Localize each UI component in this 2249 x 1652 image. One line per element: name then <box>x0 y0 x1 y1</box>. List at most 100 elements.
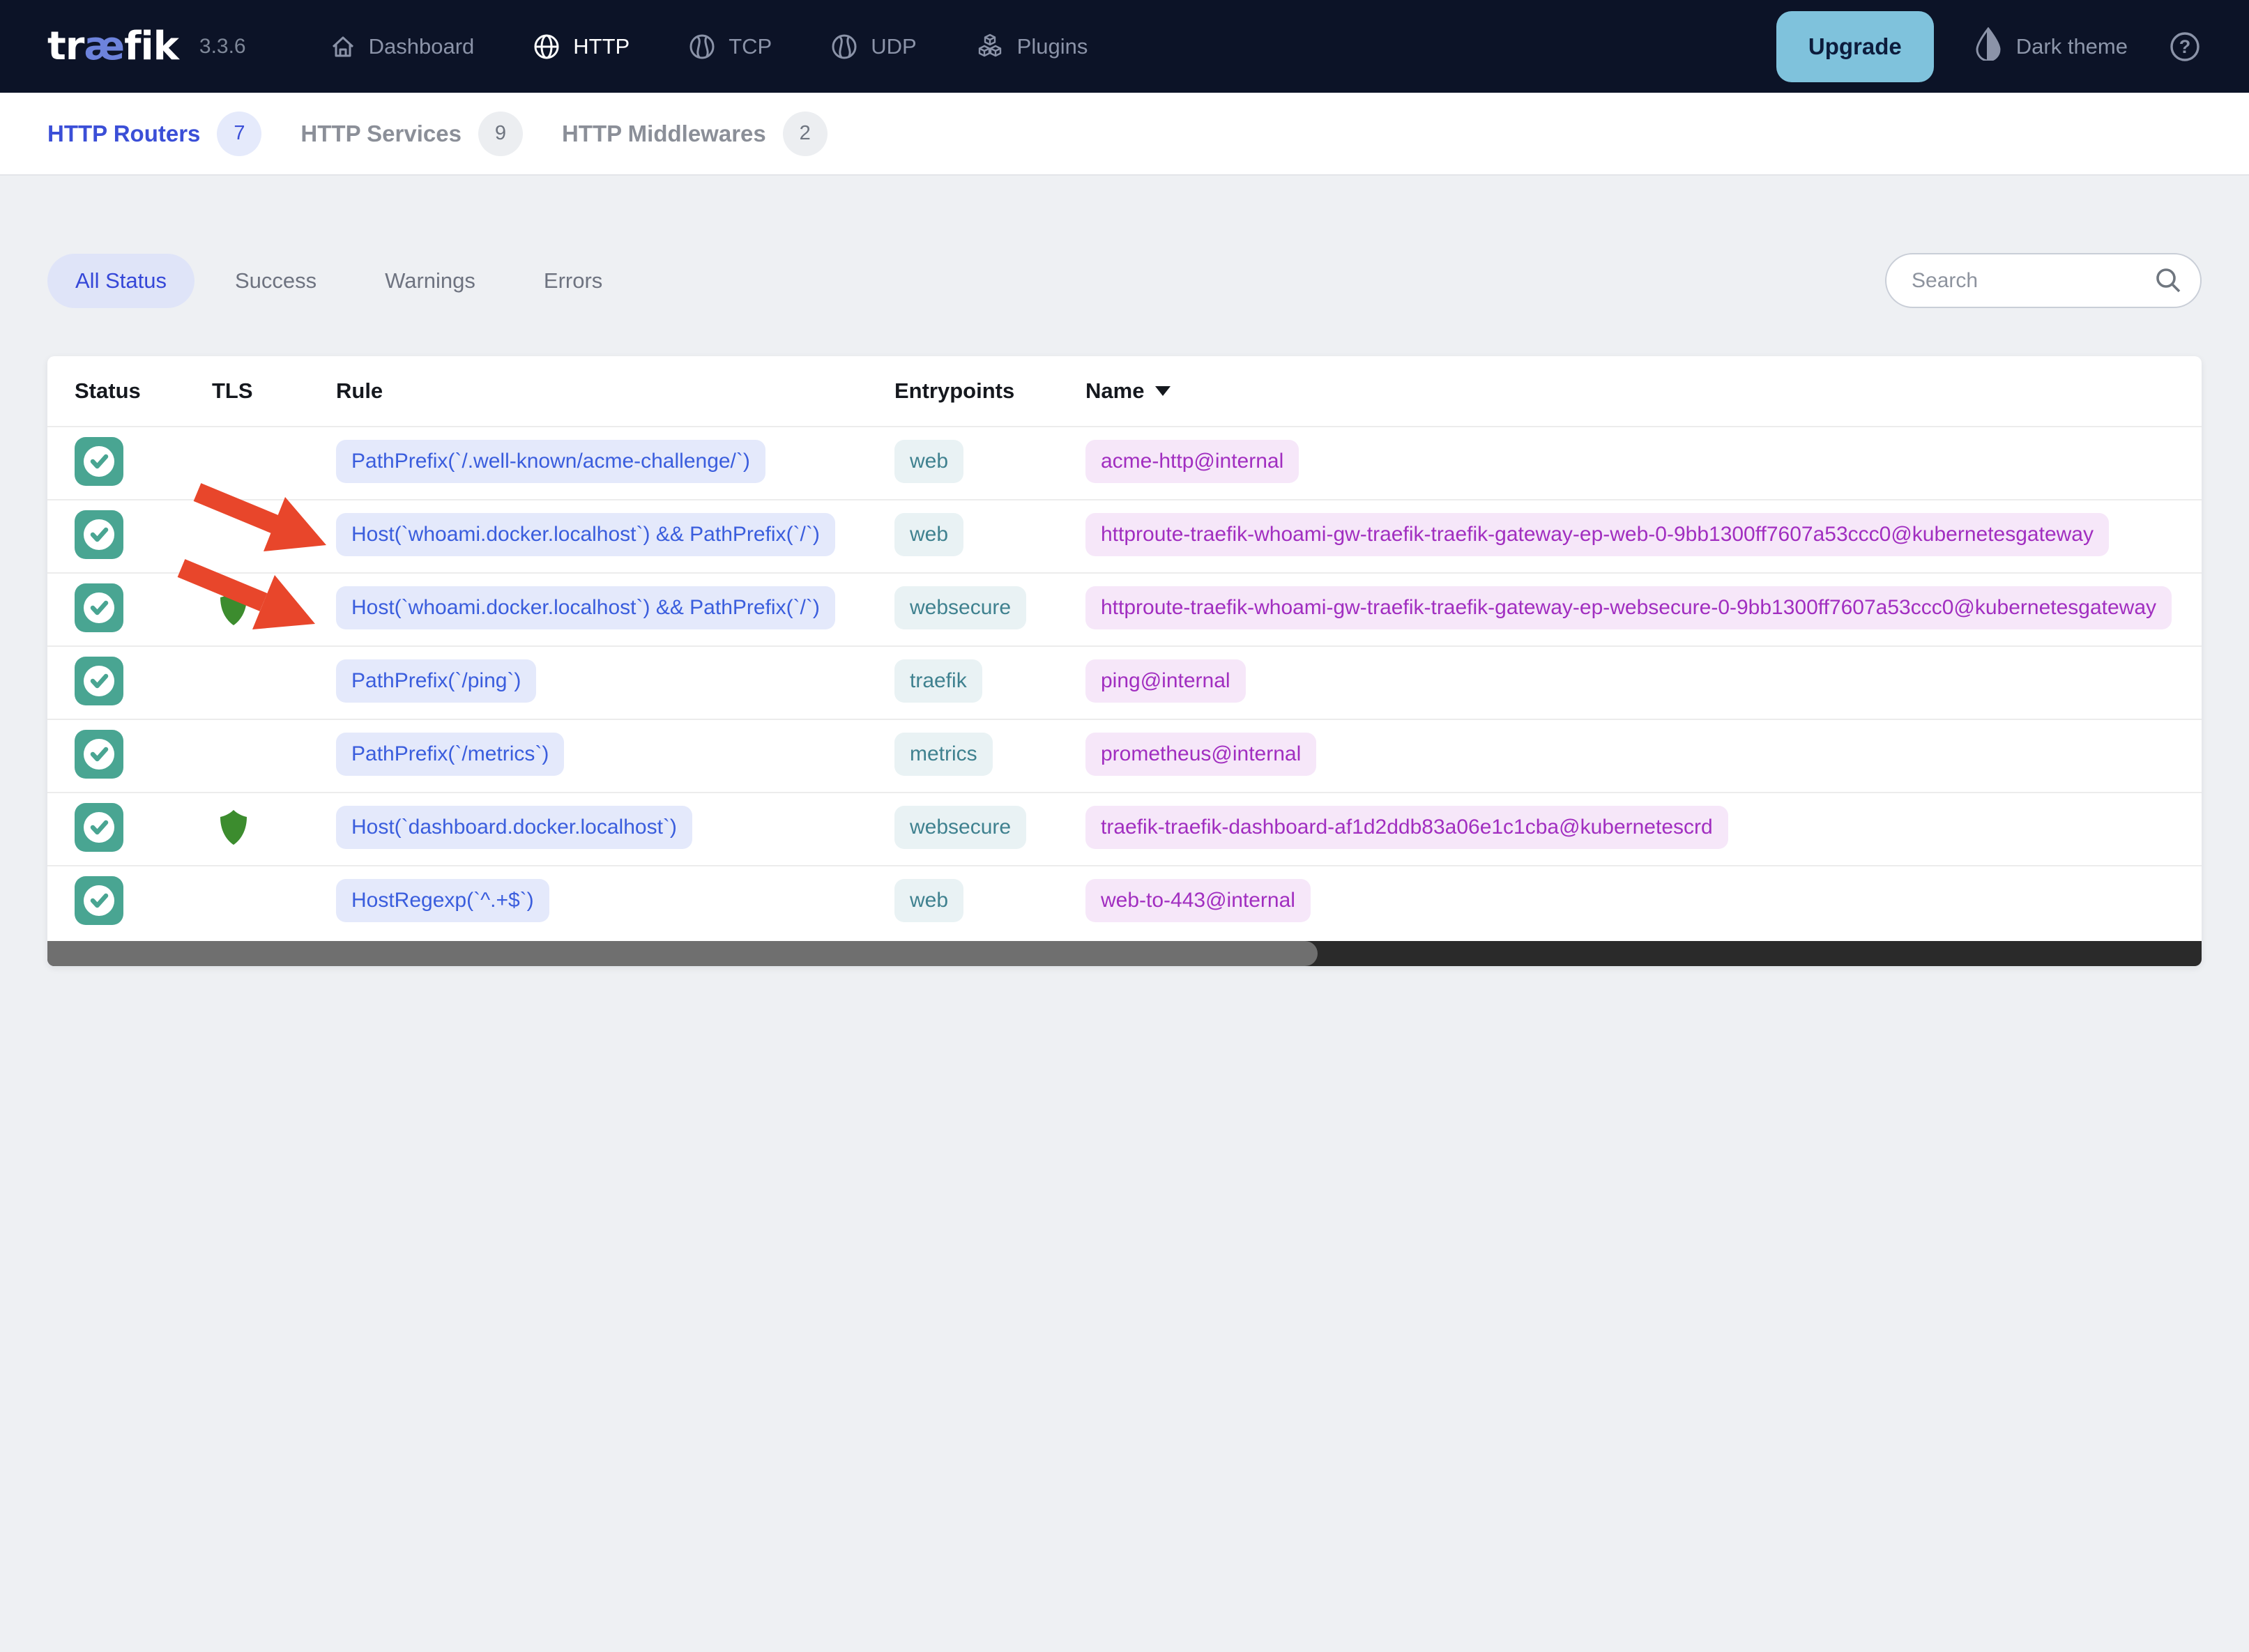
table-row[interactable]: PathPrefix(`/ping`) traefik ping@interna… <box>47 645 2202 719</box>
nav-item-http[interactable]: HTTP <box>533 33 630 61</box>
name-chip: traefik-traefik-dashboard-af1d2ddb83a06e… <box>1085 806 1728 849</box>
top-navbar: træfik 3.3.6 Dashboard HTTP TCP UDP <box>0 0 2249 93</box>
table-body: PathPrefix(`/.well-known/acme-challenge/… <box>47 426 2202 938</box>
routers-table: Status TLS Rule Entrypoints Name PathPre… <box>47 356 2202 966</box>
header-entrypoints: Entrypoints <box>894 378 1015 403</box>
rule-cell: PathPrefix(`/metrics`) <box>336 733 894 779</box>
filter-errors[interactable]: Errors <box>543 268 603 293</box>
rule-chip: PathPrefix(`/.well-known/acme-challenge/… <box>336 440 765 483</box>
status-cell <box>75 437 212 489</box>
name-chip: httproute-traefik-whoami-gw-traefik-trae… <box>1085 586 2172 629</box>
name-cell: httproute-traefik-whoami-gw-traefik-trae… <box>1085 513 2202 560</box>
entrypoint-chip: web <box>894 513 964 556</box>
name-chip: httproute-traefik-whoami-gw-traefik-trae… <box>1085 513 2109 556</box>
nav-item-dashboard[interactable]: Dashboard <box>330 33 474 60</box>
tls-cell <box>212 663 336 703</box>
rule-cell: PathPrefix(`/ping`) <box>336 659 894 706</box>
count-badge: 2 <box>782 111 828 156</box>
nav-item-tcp[interactable]: TCP <box>688 33 772 61</box>
sphere-icon <box>688 33 716 61</box>
status-success-icon <box>75 657 123 705</box>
table-row[interactable]: PathPrefix(`/metrics`) metrics prometheu… <box>47 719 2202 792</box>
tab-http-middlewares[interactable]: HTTP Middlewares 2 <box>562 111 828 156</box>
help-icon[interactable]: ? <box>2168 30 2202 63</box>
status-cell <box>75 510 212 563</box>
header-rule: Rule <box>336 378 383 403</box>
name-cell: web-to-443@internal <box>1085 879 2202 926</box>
entrypoints-cell: web <box>894 879 1085 926</box>
filter-all-status[interactable]: All Status <box>47 253 195 308</box>
entrypoint-chip: web <box>894 879 964 922</box>
name-cell: acme-http@internal <box>1085 440 2202 487</box>
sort-desc-icon <box>1155 386 1171 396</box>
section-tabs: HTTP Routers 7 HTTP Services 9 HTTP Midd… <box>0 93 2249 176</box>
header-tls: TLS <box>212 378 253 403</box>
svg-text:?: ? <box>2179 36 2191 57</box>
tls-cell <box>212 809 336 849</box>
entrypoint-chip: traefik <box>894 659 982 703</box>
horizontal-scrollbar[interactable] <box>47 941 2202 966</box>
primary-nav: Dashboard HTTP TCP UDP <box>330 32 1088 61</box>
entrypoints-cell: web <box>894 513 1085 560</box>
tls-cell <box>212 443 336 483</box>
entrypoints-cell: websecure <box>894 586 1085 633</box>
rule-chip: Host(`whoami.docker.localhost`) && PathP… <box>336 513 835 556</box>
upgrade-button[interactable]: Upgrade <box>1776 10 1934 82</box>
tls-cell <box>212 590 336 629</box>
tab-http-routers[interactable]: HTTP Routers 7 <box>47 111 262 156</box>
status-cell <box>75 876 212 928</box>
status-cell <box>75 583 212 636</box>
tab-http-services[interactable]: HTTP Services 9 <box>300 111 523 156</box>
status-success-icon <box>75 510 123 559</box>
rule-chip: HostRegexp(`^.+$`) <box>336 879 549 922</box>
table-row[interactable]: Host(`whoami.docker.localhost`) && PathP… <box>47 572 2202 645</box>
tls-cell <box>212 736 336 776</box>
name-chip: prometheus@internal <box>1085 733 1317 776</box>
rule-chip: PathPrefix(`/metrics`) <box>336 733 565 776</box>
count-badge: 9 <box>478 111 523 156</box>
filter-row: All Status Success Warnings Errors <box>47 253 2202 308</box>
header-status: Status <box>75 378 141 403</box>
filter-warnings[interactable]: Warnings <box>385 268 475 293</box>
rule-cell: Host(`whoami.docker.localhost`) && PathP… <box>336 586 894 633</box>
traefik-logo[interactable]: træfik <box>47 24 179 69</box>
table-row[interactable]: HostRegexp(`^.+$`) web web-to-443@intern… <box>47 865 2202 938</box>
sphere-icon <box>830 33 858 61</box>
tls-cell <box>212 882 336 922</box>
table-row[interactable]: PathPrefix(`/.well-known/acme-challenge/… <box>47 426 2202 499</box>
status-success-icon <box>75 876 123 925</box>
version-label: 3.3.6 <box>199 34 246 58</box>
rule-cell: Host(`whoami.docker.localhost`) && PathP… <box>336 513 894 560</box>
search-icon <box>2153 265 2183 299</box>
rule-cell: HostRegexp(`^.+$`) <box>336 879 894 926</box>
rule-cell: Host(`dashboard.docker.localhost`) <box>336 806 894 852</box>
contrast-droplet-icon <box>1974 26 2002 66</box>
main-content: All Status Success Warnings Errors Statu… <box>0 253 2249 966</box>
status-success-icon <box>75 730 123 779</box>
status-cell <box>75 803 212 855</box>
name-cell: httproute-traefik-whoami-gw-traefik-trae… <box>1085 586 2202 633</box>
search-input[interactable] <box>1885 253 2202 308</box>
name-cell: prometheus@internal <box>1085 733 2202 779</box>
rule-cell: PathPrefix(`/.well-known/acme-challenge/… <box>336 440 894 487</box>
nav-item-udp[interactable]: UDP <box>830 33 917 61</box>
status-filter-tabs: All Status Success Warnings Errors <box>47 253 630 308</box>
entrypoint-chip: web <box>894 440 964 483</box>
status-cell <box>75 657 212 709</box>
status-success-icon <box>75 437 123 486</box>
header-name-sort[interactable]: Name <box>1085 378 2202 404</box>
theme-toggle[interactable]: Dark theme <box>1974 26 2128 66</box>
entrypoints-cell: traefik <box>894 659 1085 706</box>
scrollbar-thumb[interactable] <box>47 941 1318 966</box>
home-icon <box>330 33 356 60</box>
table-row[interactable]: Host(`whoami.docker.localhost`) && PathP… <box>47 499 2202 572</box>
table-row[interactable]: Host(`dashboard.docker.localhost`) webse… <box>47 792 2202 865</box>
entrypoints-cell: web <box>894 440 1085 487</box>
rule-chip: Host(`dashboard.docker.localhost`) <box>336 806 692 849</box>
globe-icon <box>533 33 561 61</box>
name-cell: ping@internal <box>1085 659 2202 706</box>
filter-success[interactable]: Success <box>234 268 317 293</box>
nav-item-plugins[interactable]: Plugins <box>975 32 1088 61</box>
entrypoint-chip: websecure <box>894 806 1027 849</box>
status-success-icon <box>75 583 123 632</box>
